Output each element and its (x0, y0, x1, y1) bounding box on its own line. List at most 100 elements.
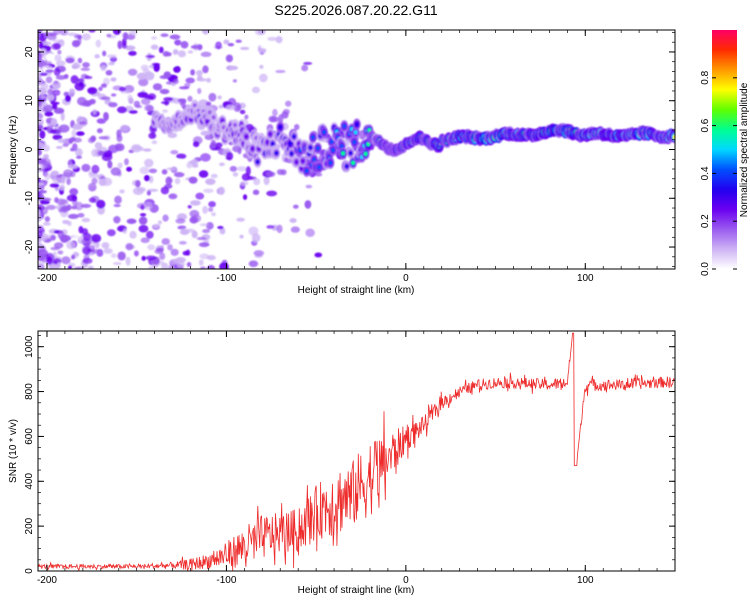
spectrogram-cell (38, 124, 43, 130)
spectrogram-cell (202, 65, 209, 74)
spectrogram-cell (128, 30, 138, 36)
spectrogram-cell (57, 49, 62, 55)
spectrogram-cell (344, 164, 349, 169)
spectrogram-heatmap (38, 30, 675, 269)
spectrogram-cell (120, 124, 130, 132)
spectrogram-cell (305, 228, 315, 238)
spectrogram-cell (73, 252, 80, 257)
spectrogram-cell (82, 246, 91, 255)
spectrogram-cell (96, 118, 107, 124)
snr-ytick-label: 1000 (24, 335, 35, 358)
colorbar-label: Normalized spectral amplitude (739, 82, 750, 217)
spectrogram-cell (63, 172, 73, 178)
spectrogram-cell (187, 50, 194, 54)
spectrogram-cell (205, 101, 212, 106)
spectrogram-cell (292, 134, 297, 139)
spectrogram-cell (290, 226, 300, 233)
spectrogram-cell (67, 32, 77, 37)
snr-ytick-label: 200 (24, 517, 35, 534)
spectrogram-cell (253, 250, 265, 257)
spectrogram-cell (176, 153, 187, 159)
spectrogram-cell (141, 255, 146, 261)
spectrogram-cell (167, 244, 173, 251)
spectrogram-cell (83, 100, 92, 107)
spectrogram-cell (103, 248, 113, 254)
spectrogram-cell (92, 108, 97, 115)
spectrogram-cell (162, 51, 170, 57)
spectrogram-cell (215, 41, 222, 50)
snr-series-line (38, 332, 675, 571)
spectrogram-cell (226, 151, 234, 161)
spectrogram-cell (42, 222, 51, 226)
spectrogram-cell (158, 46, 164, 54)
spectrogram-cell (39, 72, 48, 77)
spectrogram-cell (196, 236, 207, 241)
spectrogram-cell (116, 134, 123, 143)
spectrogram-cell (303, 61, 313, 66)
spectrogram-cell (189, 209, 200, 218)
colorbar-scale (712, 30, 737, 269)
spectrogram-cell (100, 65, 107, 71)
spectrogram-cell (173, 78, 179, 84)
spectrogram-cell (57, 250, 64, 255)
spectrogram-cell (42, 153, 49, 160)
spectrogram-cell (51, 103, 58, 110)
spectrogram-cell (146, 105, 154, 112)
spectrogram-cell (265, 171, 276, 177)
spectrogram-cell (67, 159, 73, 167)
spectrogram-cell (140, 98, 151, 105)
spectrogram-cell (270, 141, 275, 147)
spectrogram-ytick-label: 0 (24, 146, 35, 152)
spectrogram-cell (113, 216, 121, 224)
spectrogram-cell (125, 243, 134, 251)
spectrogram-cell (217, 186, 225, 196)
colorbar: 0.0 0.2 0.4 0.6 0.8 Normalized spectral ampl… (700, 30, 750, 276)
spectrogram-cell (38, 42, 43, 49)
spectrogram-cell (190, 200, 201, 206)
spectrogram-cell (177, 225, 187, 230)
spectrogram-cell (210, 139, 217, 149)
spectrogram-cell (244, 114, 249, 120)
spectrogram-cell (109, 56, 118, 63)
spectrogram-cell (199, 223, 209, 227)
spectrogram-cell (185, 77, 195, 84)
spectrogram-cell (247, 175, 254, 180)
spectrogram-cell (50, 118, 58, 127)
spectrogram-cell (153, 224, 159, 228)
spectrogram-cell (219, 262, 229, 269)
spectrogram-cell (139, 166, 150, 175)
spectrogram-cell (91, 164, 100, 174)
spectrogram-cell (38, 141, 44, 148)
spectrogram-cell (294, 124, 300, 131)
spectrogram-cell (354, 122, 359, 127)
spectrogram-cell (44, 111, 54, 117)
spectrogram-cell (266, 190, 278, 197)
spectrogram-cell (71, 254, 76, 260)
spectrogram-cell (250, 146, 255, 151)
spectrogram-cell (253, 177, 261, 186)
spectrogram-cell (77, 36, 82, 45)
spectrogram-cell (174, 177, 181, 185)
spectrogram-cell (202, 30, 210, 35)
spectrogram-cell (90, 135, 97, 142)
spectrogram-cell (148, 132, 157, 139)
spectrogram-cell (38, 254, 46, 261)
spectrogram-cell (161, 262, 169, 269)
spectrogram-cell (71, 129, 77, 139)
spectrogram-cell (310, 135, 315, 140)
spectrogram-cell (66, 194, 78, 202)
spectrogram-cell (342, 123, 347, 129)
spectrogram-cell (128, 110, 138, 114)
spectrogram-cell (39, 130, 46, 139)
spectrogram-cell (236, 104, 241, 111)
spectrogram-cell (278, 124, 283, 130)
spectrogram-cell (317, 165, 322, 170)
spectrogram-cell (197, 87, 202, 95)
spectrogram-cell (108, 102, 118, 108)
spectrogram-cell (91, 234, 102, 243)
spectrogram-xtick-label: -200 (37, 273, 57, 284)
spectrogram-cell (55, 60, 66, 67)
spectrogram-ytick-label: -10 (24, 191, 35, 206)
spectrogram-cell (57, 138, 65, 144)
spectrogram-cell (106, 33, 112, 38)
